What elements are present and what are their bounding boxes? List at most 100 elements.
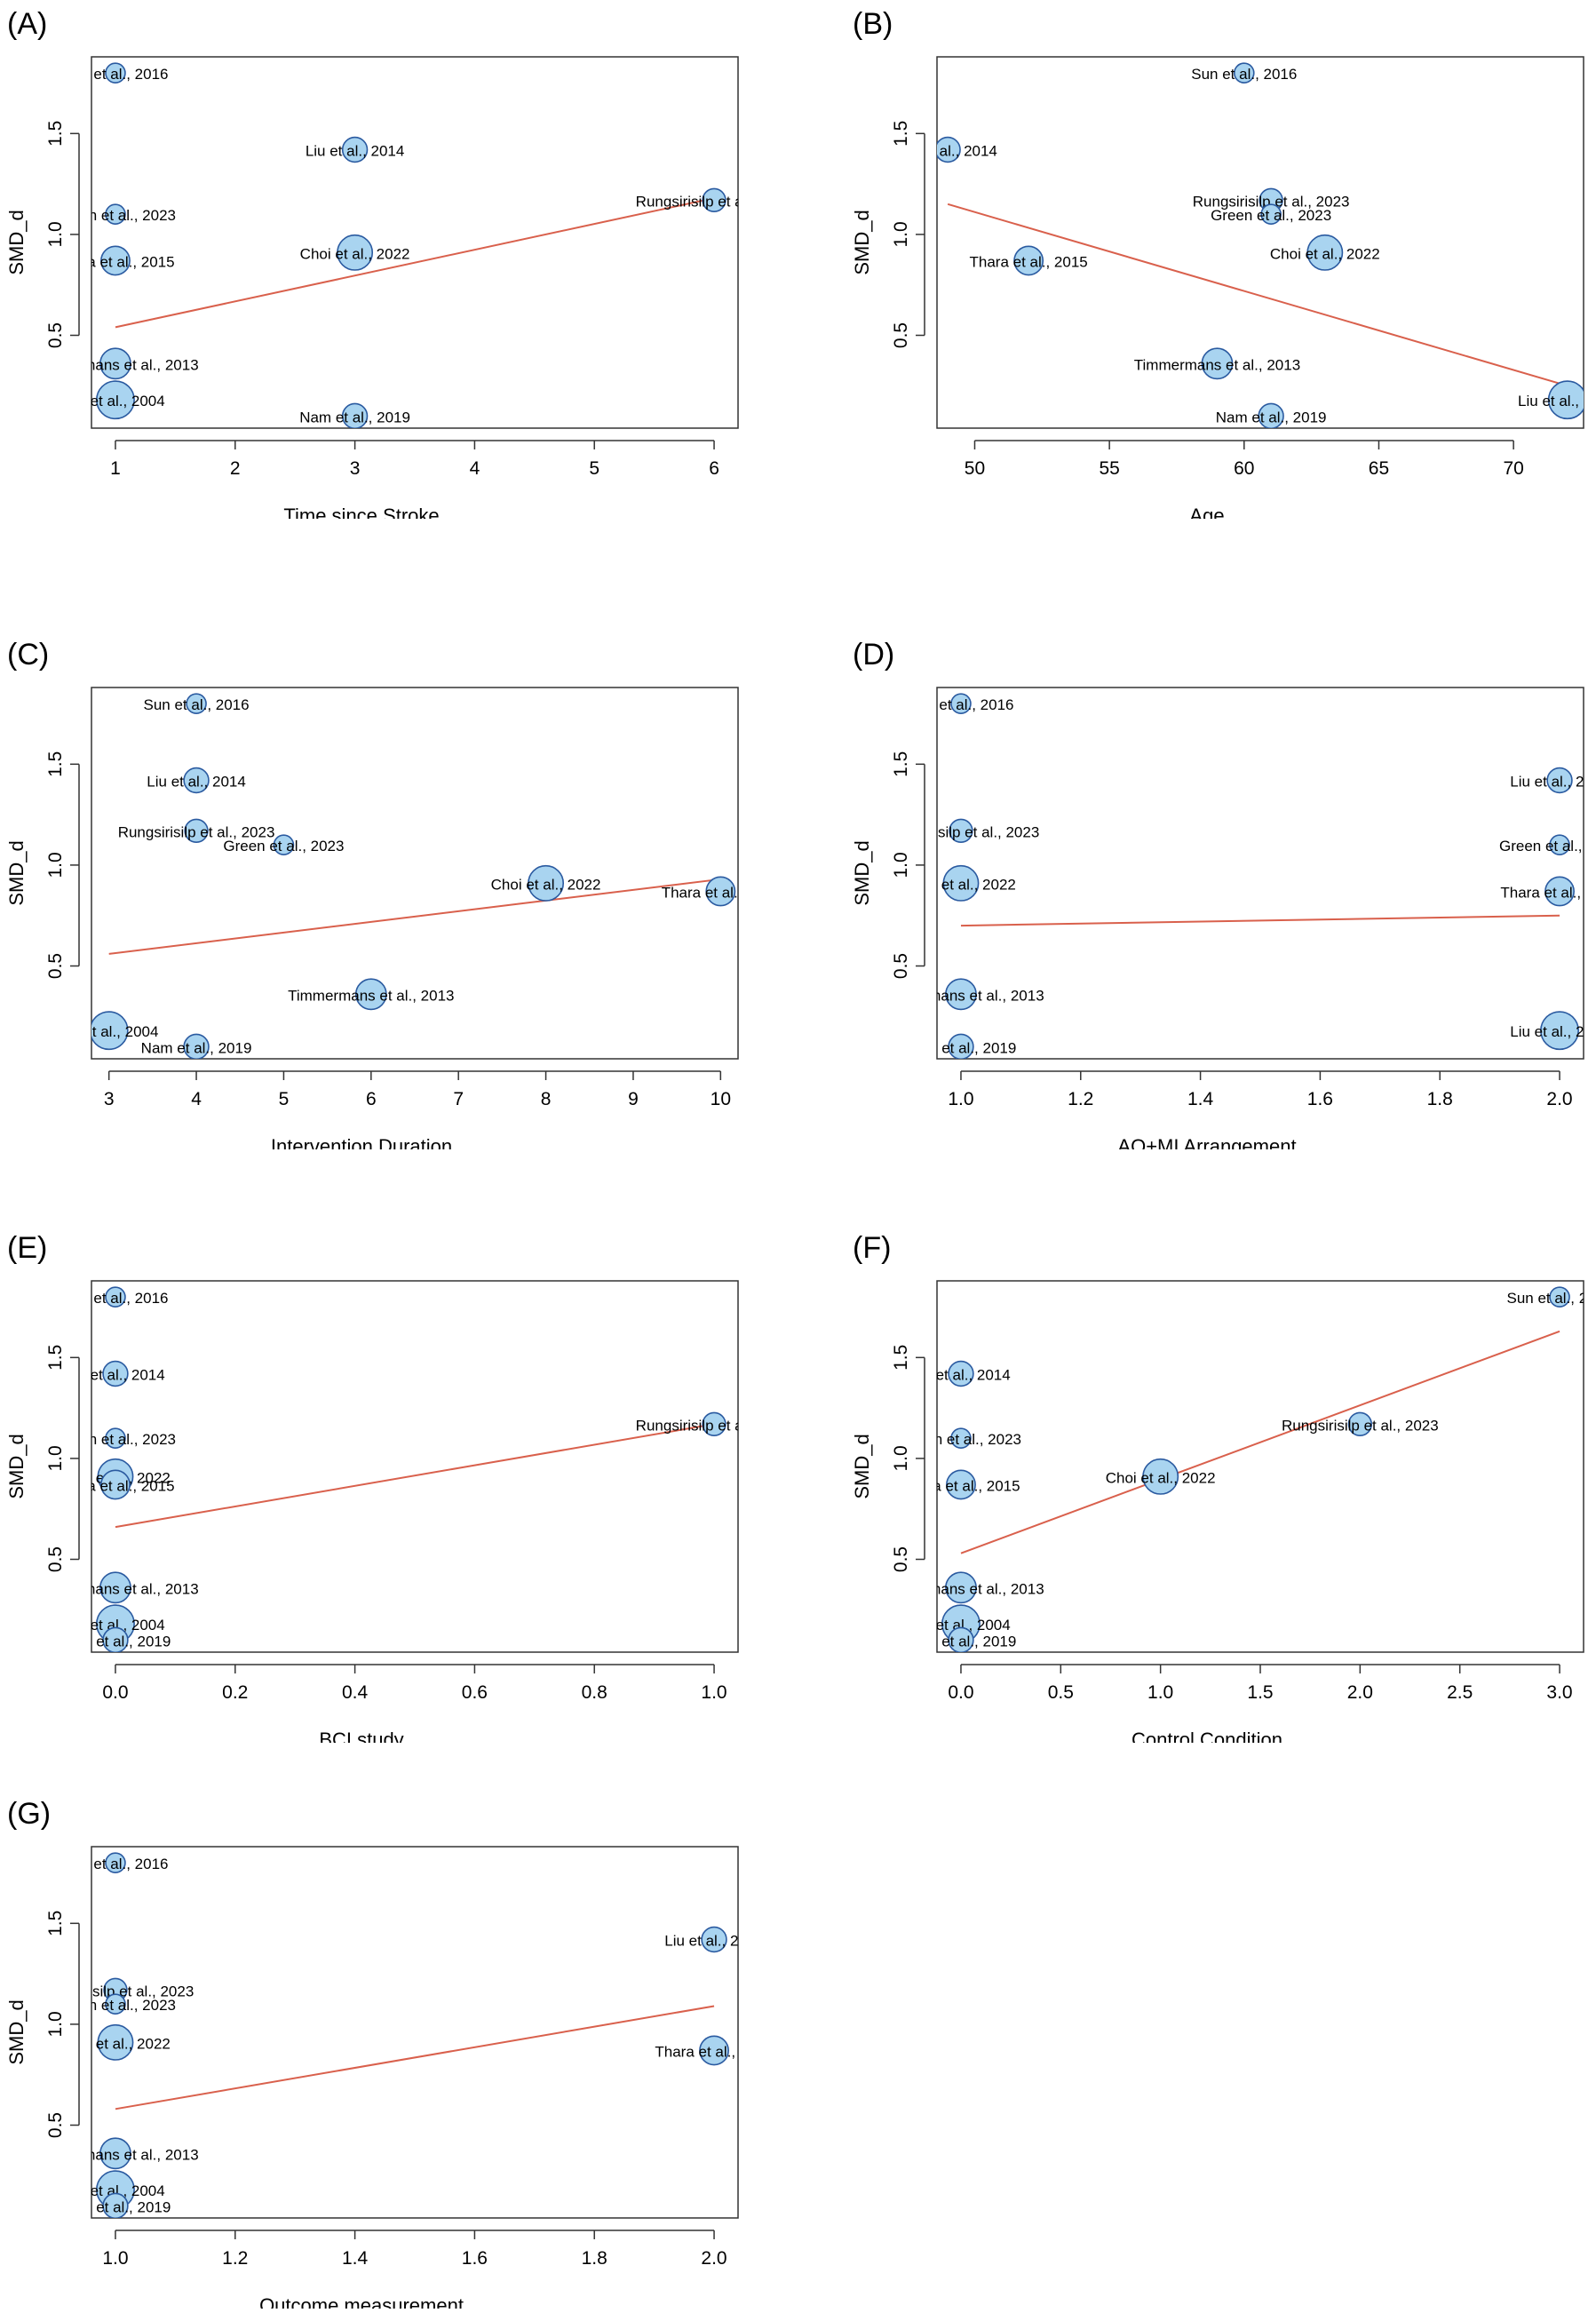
- panel-label: (F): [853, 1231, 891, 1265]
- y-tick-label: 1.0: [45, 1445, 66, 1471]
- study-bubble: [1013, 245, 1044, 276]
- chart-panel-f: (F) 0.0 0.5 1.0 1.5 2.0 2.5 3.0 0.5 1.0 1.5 Control…: [846, 1224, 1596, 1751]
- study-label: Liu et al., 2004: [66, 393, 165, 409]
- y-axis-title: SMD_d: [5, 840, 28, 905]
- x-axis-title: BCI study: [319, 1729, 403, 1743]
- y-axis-title: SMD_d: [851, 840, 873, 905]
- study-bubble: [102, 1626, 129, 1652]
- x-tick-label: 60: [1234, 458, 1254, 479]
- study-bubble: [945, 978, 977, 1011]
- y-tick-label: 1.5: [891, 121, 911, 147]
- study-label: Green et al., 2023: [901, 1431, 1021, 1448]
- study-label: Nam et al., 2019: [141, 1039, 252, 1056]
- x-axis-title: Time since Stroke: [283, 505, 439, 519]
- study-label: Sun et al., 2016: [1506, 1290, 1596, 1307]
- x-tick-label: 1.8: [582, 2248, 607, 2269]
- x-tick-label: 1: [110, 458, 121, 479]
- chart-svg: (F) 0.0 0.5 1.0 1.5 2.0 2.5 3.0 0.5 1.0 1.5 Control…: [851, 1231, 1596, 1751]
- y-tick-label: 1.0: [45, 852, 66, 878]
- x-tick-label: 2.0: [701, 2248, 727, 2269]
- chart-svg: (E) 0.0 0.2 0.4 0.6 0.8 1.0 0.5 1.0 1.5 BCI study S…: [5, 1231, 750, 1751]
- regression-line: [115, 2005, 715, 2110]
- study-label: Thara et al., 2015: [56, 1477, 174, 1494]
- y-tick-label: 1.0: [891, 221, 911, 247]
- y-tick-label: 1.5: [45, 1345, 66, 1371]
- x-tick-label: 2.0: [1347, 1682, 1373, 1703]
- study-label: Liu et al., 2014: [898, 143, 997, 160]
- study-label: Timmermans et al., 2013: [1134, 356, 1300, 373]
- chart-panel-e: (E) 0.0 0.2 0.4 0.6 0.8 1.0 0.5 1.0 1.5 BCI study S…: [0, 1224, 750, 1751]
- y-tick-label: 1.5: [891, 1345, 911, 1371]
- regression-line: [947, 203, 1568, 387]
- x-tick-label: 3: [350, 458, 361, 479]
- x-tick-label: 5: [279, 1089, 290, 1109]
- study-label: Rungsirisilp et al., 2023: [636, 193, 750, 210]
- x-tick-label: 1.6: [1307, 1089, 1333, 1109]
- study-label: Nam et al., 2019: [906, 1039, 1017, 1056]
- study-label: Liu et al., 2004: [60, 1023, 159, 1040]
- study-bubble: [105, 1427, 126, 1449]
- study-label: Rungsirisilp et al., 2023: [636, 1417, 750, 1434]
- chart-panel-a: (A) 1 2 3 4 5 6 0.5 1.0 1.5 Time since Stroke SMD_d…: [0, 0, 750, 527]
- study-label: Thara et al., 2015: [662, 884, 750, 901]
- plot-frame: [936, 1280, 1584, 1653]
- study-label: Timmermans et al., 2013: [32, 356, 198, 373]
- plot-frame: [91, 56, 739, 429]
- x-tick-label: 8: [541, 1089, 552, 1109]
- x-tick-label: 4: [191, 1089, 202, 1109]
- study-bubble: [1142, 1458, 1179, 1495]
- study-bubble: [341, 136, 369, 163]
- study-label: Choi et al., 2022: [1106, 1469, 1216, 1486]
- study-label: Liu et al., 2014: [306, 143, 405, 160]
- study-bubble: [105, 1852, 126, 1873]
- x-tick-label: 0.4: [342, 1682, 369, 1703]
- x-tick-label: 2: [230, 458, 241, 479]
- y-tick-label: 1.5: [891, 751, 911, 777]
- panel-label: (A): [7, 7, 47, 41]
- study-label: Liu et al., 2004: [1510, 1023, 1596, 1040]
- y-tick-label: 0.5: [45, 1546, 66, 1572]
- study-bubble: [950, 1427, 972, 1449]
- x-tick-label: 70: [1503, 458, 1523, 479]
- study-bubble: [105, 203, 126, 225]
- x-tick-label: 0.6: [462, 1682, 488, 1703]
- study-bubble: [99, 347, 131, 380]
- regression-line: [960, 914, 1560, 927]
- study-bubble: [99, 1571, 131, 1604]
- study-label: Timmermans et al., 2013: [288, 987, 454, 1004]
- study-bubble: [102, 1360, 129, 1387]
- x-tick-label: 1.4: [1187, 1089, 1214, 1109]
- x-tick-label: 10: [711, 1089, 731, 1109]
- study-bubble: [948, 1626, 974, 1652]
- study-bubble: [1347, 1411, 1373, 1436]
- study-label: Rungsirisilp et al., 2023: [118, 823, 275, 840]
- x-tick-label: 0.0: [948, 1682, 973, 1703]
- study-bubble: [1233, 62, 1255, 83]
- plot-frame: [91, 687, 739, 1060]
- chart-panel-d: (D) 1.0 1.2 1.4 1.6 1.8 2.0 0.5 1.0 1.5 AO+MI Arra…: [846, 631, 1596, 1157]
- study-bubble: [1547, 380, 1584, 420]
- study-label: Liu et al., 2004: [1518, 393, 1596, 409]
- study-bubble: [950, 693, 972, 714]
- y-tick-label: 1.0: [891, 852, 911, 878]
- x-tick-label: 0.8: [582, 1682, 607, 1703]
- study-bubble: [1540, 1011, 1579, 1051]
- x-tick-label: 0.0: [102, 1682, 128, 1703]
- study-bubble: [354, 978, 387, 1011]
- study-bubble: [183, 767, 210, 794]
- x-axis-title: Control Condition: [1131, 1729, 1282, 1743]
- x-tick-label: 1.0: [102, 2248, 128, 2269]
- study-label: Nam et al., 2019: [299, 409, 410, 425]
- study-label: Nam et al., 2019: [60, 1633, 171, 1649]
- study-label: Choi et al., 2022: [906, 876, 1016, 893]
- x-axis-title: Intervention Duration: [271, 1135, 452, 1149]
- study-label: Green et al., 2023: [55, 207, 176, 224]
- panel-label: (C): [7, 638, 49, 672]
- study-label: Liu et al., 2014: [664, 1933, 750, 1950]
- study-label: Rungsirisilp et al., 2023: [883, 823, 1040, 840]
- study-label: Choi et al., 2022: [60, 2035, 171, 2052]
